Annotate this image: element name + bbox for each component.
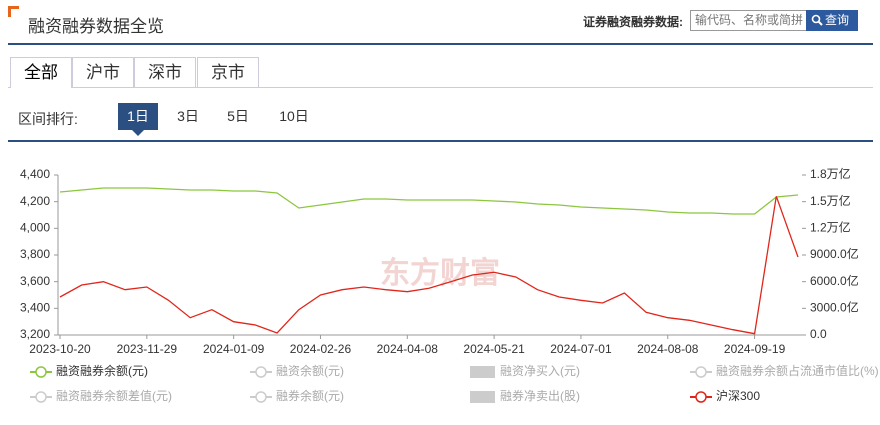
legend-icon	[470, 390, 495, 403]
legend-text: 融资融券余额(元)	[56, 364, 148, 378]
y-tick-label: 3,400	[20, 301, 50, 315]
search-icon	[811, 14, 823, 26]
section-rule	[8, 140, 873, 142]
legend-icon	[690, 391, 712, 403]
legend-text: 融资融券余额占流通市值比(%)	[716, 364, 879, 378]
search-input[interactable]: 输代码、名称或简拼	[690, 10, 810, 31]
y-tick-label: 4,000	[20, 221, 50, 235]
legend-item[interactable]: 融资融券余额占流通市值比(%)	[690, 362, 879, 379]
page-title: 融资融券数据全览	[28, 17, 164, 36]
x-tick-label: 2024-05-21	[463, 342, 525, 356]
corner-mark	[8, 6, 19, 17]
y2-tick-label: 1.2万亿	[810, 220, 851, 235]
legend-icon	[470, 365, 495, 378]
y2-tick-label: 6000.0亿	[810, 273, 859, 288]
y-tick-label: 3,800	[20, 247, 50, 261]
y2-tick-label: 0.0	[810, 327, 827, 341]
legend-text: 融资净买入(元)	[500, 364, 580, 378]
chart: 东方财富 3,200 3,400 3,600 3,800 4,000 4,200 4,400…	[20, 166, 859, 356]
range-label: 区间排行:	[18, 111, 78, 127]
legend-text: 沪深300	[716, 389, 761, 403]
x-tick-label: 2024-09-19	[724, 342, 786, 356]
x-tick-label: 2024-08-08	[637, 342, 699, 356]
tab[interactable]: 京市	[197, 57, 259, 87]
range-option[interactable]: 10日	[279, 108, 309, 124]
legend-item[interactable]: 融资余额(元)	[250, 362, 344, 379]
y-tick-label: 3,200	[20, 327, 50, 341]
legend-text: 融券净卖出(股)	[500, 389, 580, 403]
search-button-text: 查询	[825, 13, 850, 27]
legend-item[interactable]: 融券净卖出(股)	[470, 387, 580, 404]
legend-item[interactable]: 融资融券余额(元)	[30, 362, 148, 379]
range-option[interactable]: 1日	[118, 103, 158, 130]
legend-item[interactable]: 沪深300	[690, 387, 760, 404]
range-option[interactable]: 5日	[227, 108, 249, 124]
watermark: 东方财富	[380, 256, 500, 290]
x-tick-label: 2024-02-26	[290, 342, 352, 356]
active-arrow	[132, 130, 144, 136]
legend-text: 融券余额(元)	[276, 389, 344, 403]
series-line	[59, 187, 799, 215]
legend-icon	[690, 366, 712, 378]
x-tick-label: 2023-10-20	[29, 342, 91, 356]
legend-icon	[30, 391, 52, 403]
legend-item[interactable]: 融资融券余额差值(元)	[30, 387, 172, 404]
y2-tick-label: 3000.0亿	[810, 300, 859, 315]
legend-icon	[30, 366, 52, 378]
search-button[interactable]: 查询	[806, 10, 858, 31]
legend-text: 融资余额(元)	[276, 364, 344, 378]
x-tick-label: 2024-04-08	[377, 342, 439, 356]
legend-item[interactable]: 融券余额(元)	[250, 387, 344, 404]
legend-text: 融资融券余额差值(元)	[56, 389, 172, 403]
range-option[interactable]: 3日	[177, 108, 199, 124]
tab[interactable]: 沪市	[72, 57, 134, 87]
y-tick-label: 4,200	[20, 194, 50, 208]
legend-icon	[250, 391, 272, 403]
tab[interactable]: 深市	[134, 57, 196, 87]
tab-rule	[8, 87, 873, 88]
search-label: 证券融资融券数据:	[583, 15, 683, 29]
x-tick-label: 2024-07-01	[550, 342, 612, 356]
y-tick-label: 3,600	[20, 274, 50, 288]
header-rule	[8, 43, 873, 45]
y2-tick-label: 9000.0亿	[810, 246, 859, 261]
y2-tick-label: 1.8万亿	[810, 166, 851, 181]
y2-tick-label: 1.5万亿	[810, 193, 851, 208]
series-line	[59, 196, 799, 335]
legend-icon	[250, 366, 272, 378]
legend-item[interactable]: 融资净买入(元)	[470, 362, 580, 379]
tab[interactable]: 全部	[10, 57, 72, 88]
y-tick-label: 4,400	[20, 167, 50, 181]
x-tick-label: 2023-11-29	[117, 342, 178, 356]
x-tick-label: 2024-01-09	[203, 342, 265, 356]
